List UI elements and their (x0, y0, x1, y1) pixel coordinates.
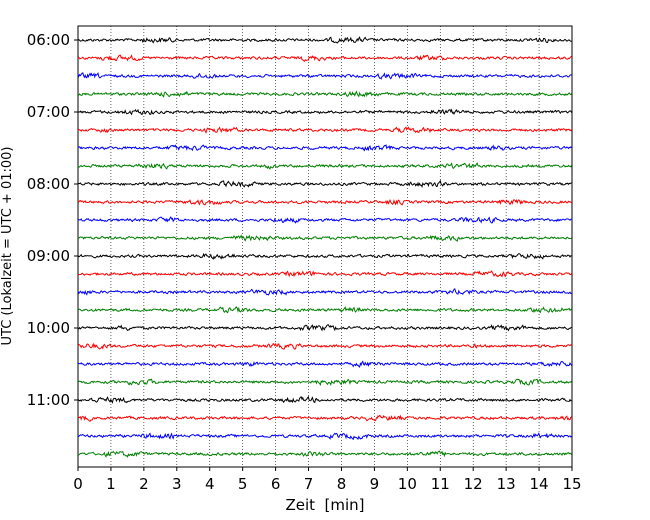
seismic-trace (77, 144, 572, 152)
seismic-trace (77, 90, 573, 98)
y-tick-label: 09:00 (27, 247, 70, 265)
seismic-trace (77, 306, 572, 314)
seismic-trace (77, 414, 572, 422)
x-tick-label: 0 (73, 475, 83, 493)
seismic-trace (77, 216, 572, 224)
x-tick-label: 13 (497, 475, 516, 493)
x-tick-label: 11 (431, 475, 450, 493)
seismic-trace (77, 72, 572, 80)
seismic-trace (77, 179, 572, 188)
seismic-trace (77, 162, 573, 170)
x-tick-label: 2 (139, 475, 149, 493)
seismic-trace (77, 360, 573, 368)
seismic-trace (77, 432, 572, 441)
x-tick-label: 14 (530, 475, 549, 493)
x-tick-label: 12 (464, 475, 483, 493)
seismic-trace (77, 324, 572, 332)
seismic-trace (77, 54, 572, 62)
seismic-traces (77, 36, 573, 458)
seismic-trace (77, 288, 572, 296)
y-tick-label: 08:00 (27, 175, 70, 193)
seismic-trace (77, 378, 573, 386)
x-tick-label: 8 (337, 475, 347, 493)
x-tick-label: 1 (106, 475, 116, 493)
x-tick-label: 6 (271, 475, 281, 493)
x-tick-label: 3 (172, 475, 182, 493)
seismic-trace (77, 234, 572, 242)
x-axis-label: Zeit [min] (285, 496, 364, 514)
y-tick-label: 06:00 (27, 31, 70, 49)
seismic-trace (77, 395, 572, 404)
seismic-trace (77, 270, 572, 278)
y-tick-label: 07:00 (27, 103, 70, 121)
x-tick-label: 10 (398, 475, 417, 493)
y-tick-label: 10:00 (27, 319, 70, 337)
seismic-trace (77, 342, 572, 350)
x-tick-label: 9 (370, 475, 380, 493)
y-axis-ticks: 06:00 07:00 08:00 09:00 10:00 11:00 (27, 31, 78, 409)
seismic-trace (77, 126, 572, 134)
x-tick-label: 15 (562, 475, 581, 493)
x-tick-label: 5 (238, 475, 248, 493)
x-tick-label: 7 (304, 475, 314, 493)
x-axis-ticks: 0 1 2 3 4 5 6 7 8 9 10 11 12 13 14 15 (73, 467, 582, 493)
y-axis-label: UTC (Lokalzeit = UTC + 01:00) (0, 147, 15, 346)
seismic-trace (77, 108, 573, 116)
y-tick-label: 11:00 (27, 391, 70, 409)
seismic-trace (77, 36, 572, 44)
seismic-trace (77, 252, 572, 260)
seismic-trace (77, 450, 572, 458)
plot-frame (77, 25, 573, 468)
x-tick-label: 4 (205, 475, 215, 493)
seismic-trace (77, 198, 572, 206)
